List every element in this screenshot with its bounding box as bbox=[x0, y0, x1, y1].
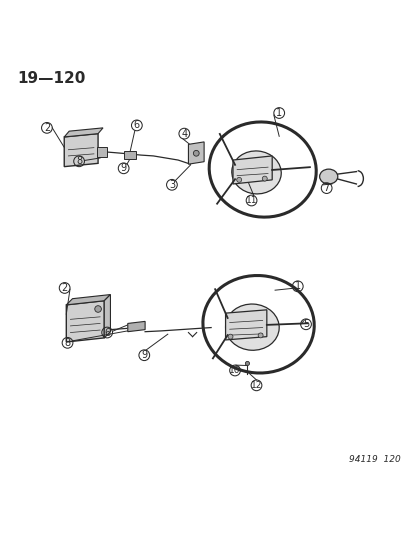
Text: 94119  120: 94119 120 bbox=[348, 455, 400, 464]
Text: 7: 7 bbox=[323, 183, 329, 193]
Ellipse shape bbox=[319, 169, 337, 184]
Text: 1: 1 bbox=[294, 281, 300, 292]
Polygon shape bbox=[66, 301, 104, 342]
Polygon shape bbox=[64, 134, 98, 167]
Text: 2: 2 bbox=[44, 123, 50, 133]
Text: 10: 10 bbox=[229, 366, 240, 375]
Polygon shape bbox=[188, 142, 204, 164]
Circle shape bbox=[236, 177, 241, 182]
Text: 8: 8 bbox=[64, 338, 71, 348]
Text: 4: 4 bbox=[181, 128, 187, 139]
Text: 9: 9 bbox=[141, 350, 147, 360]
Ellipse shape bbox=[231, 151, 280, 194]
Polygon shape bbox=[233, 156, 271, 184]
Text: 19—120: 19—120 bbox=[17, 70, 85, 85]
FancyBboxPatch shape bbox=[97, 147, 107, 157]
Polygon shape bbox=[66, 295, 110, 305]
Text: 1: 1 bbox=[275, 108, 282, 118]
Circle shape bbox=[262, 176, 267, 181]
Text: 9: 9 bbox=[120, 163, 126, 173]
Circle shape bbox=[258, 333, 263, 338]
Circle shape bbox=[95, 306, 101, 312]
Text: 8: 8 bbox=[76, 156, 82, 166]
Circle shape bbox=[245, 361, 249, 366]
Text: 5: 5 bbox=[302, 319, 309, 329]
Circle shape bbox=[193, 150, 199, 156]
Text: 6: 6 bbox=[104, 327, 110, 337]
Polygon shape bbox=[128, 321, 145, 332]
Text: 3: 3 bbox=[169, 180, 175, 190]
Text: 2: 2 bbox=[62, 283, 68, 293]
FancyBboxPatch shape bbox=[124, 150, 136, 159]
Ellipse shape bbox=[225, 304, 278, 350]
Polygon shape bbox=[104, 295, 110, 338]
Polygon shape bbox=[64, 128, 103, 137]
Text: 12: 12 bbox=[250, 381, 261, 390]
Text: 6: 6 bbox=[133, 120, 140, 131]
Polygon shape bbox=[225, 310, 266, 340]
Circle shape bbox=[228, 334, 233, 339]
Text: 11: 11 bbox=[245, 196, 257, 205]
